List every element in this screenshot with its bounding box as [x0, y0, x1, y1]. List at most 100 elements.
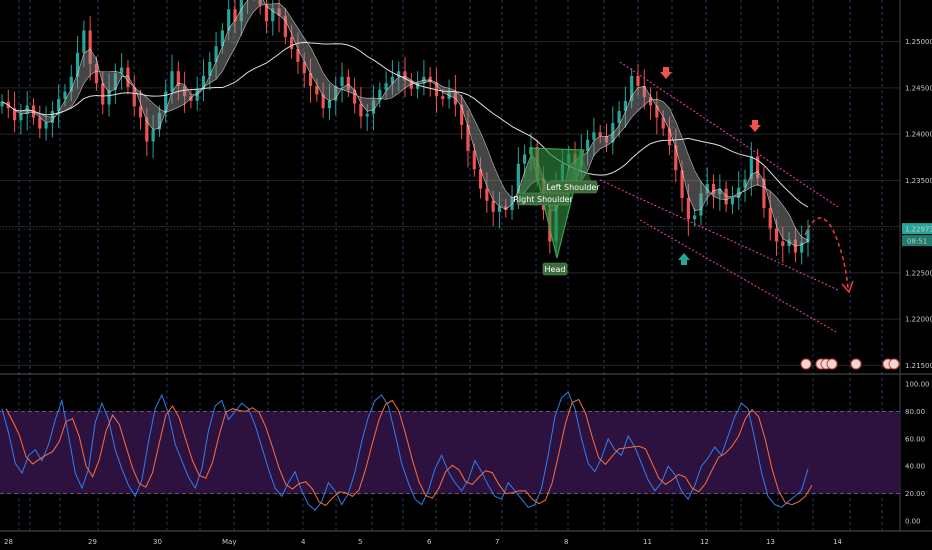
candle-body — [75, 52, 80, 77]
price-tick-label: 1.22000 — [905, 316, 932, 324]
candle-body — [642, 86, 646, 98]
candle-body — [680, 170, 684, 198]
candle-body — [655, 105, 659, 118]
left-shoulder-label: Left Shoulder — [546, 183, 600, 192]
date-label: 4 — [301, 538, 306, 546]
candle-body — [586, 139, 590, 151]
candle-body — [107, 89, 111, 105]
candle-body — [390, 76, 395, 84]
stoch-tick-label: 40.00 — [905, 463, 925, 471]
date-label: 5 — [358, 538, 362, 546]
candle-body — [491, 200, 495, 212]
candle-body — [12, 108, 17, 121]
candle-body — [302, 61, 306, 74]
candle-body — [604, 135, 609, 143]
candle-body — [397, 71, 401, 77]
candle-body — [371, 99, 376, 114]
head-label: Head — [545, 265, 566, 274]
candle-body — [699, 193, 703, 216]
candle-body — [120, 67, 124, 74]
left-shoulder-label-box — [548, 180, 598, 194]
candle-body — [623, 100, 627, 111]
date-label: 6 — [427, 538, 432, 546]
candle-body — [592, 132, 596, 140]
date-label: 12 — [700, 538, 709, 546]
main-plot-area — [0, 0, 900, 370]
candle-body — [82, 30, 86, 53]
candle-body — [0, 101, 4, 107]
candle-body — [233, 9, 237, 22]
economic-event-icon — [800, 358, 812, 370]
candle-body — [768, 208, 772, 229]
head-label-box — [542, 262, 568, 276]
projection-arrow-head — [841, 280, 854, 294]
candle-body — [126, 67, 130, 87]
candle-body — [19, 113, 23, 121]
candle-body — [724, 188, 728, 205]
candle-body — [321, 94, 325, 109]
stoch-tick-label: 80.00 — [905, 408, 925, 416]
candle-body — [264, 4, 269, 22]
candle-body — [415, 83, 420, 89]
right-shoulder-label-box — [516, 192, 570, 206]
left-shoulder-shape — [566, 150, 594, 188]
date-label: 8 — [564, 538, 568, 546]
candle-body — [346, 76, 350, 90]
candle-body — [806, 229, 810, 243]
candle-body — [497, 206, 502, 212]
candle-body — [214, 46, 218, 62]
candle-body — [227, 9, 231, 31]
candle-body — [277, 8, 281, 16]
stoch-tick-label: 100.00 — [905, 381, 930, 389]
candle-body — [516, 163, 520, 198]
candle-body — [164, 91, 168, 113]
price-tick-label: 1.23500 — [905, 177, 932, 185]
candle-body — [63, 91, 67, 99]
candle-body — [334, 86, 338, 101]
stoch-tick-label: 60.00 — [905, 435, 925, 443]
candle-body — [441, 96, 445, 99]
candle-body — [711, 184, 716, 195]
candle-body — [271, 8, 275, 22]
candle-body — [762, 178, 766, 209]
last-price-box — [902, 223, 932, 235]
candle-body — [258, 0, 262, 5]
candle-body — [183, 86, 187, 97]
candle-body — [138, 106, 143, 118]
candle-body — [661, 117, 665, 129]
candle-body — [718, 188, 722, 195]
candle-body — [636, 75, 640, 87]
stoch-tick-label: 20.00 — [905, 490, 925, 498]
candle-body — [434, 82, 439, 97]
candle-body — [485, 188, 489, 201]
candle-body — [208, 61, 212, 76]
candle-body — [384, 83, 388, 90]
stoch-tick-label: 0.00 — [905, 518, 921, 526]
candle-body — [220, 30, 224, 47]
candle-body — [113, 73, 117, 90]
candle-body — [611, 123, 615, 143]
economic-event-icon — [850, 358, 862, 370]
candle-body — [756, 156, 760, 179]
candle-body — [800, 242, 804, 253]
date-label: May — [222, 538, 236, 546]
candle-body — [598, 132, 602, 136]
economic-event-icon — [826, 358, 838, 370]
candle-body — [743, 179, 747, 188]
projection-path — [804, 217, 849, 289]
candle-body — [94, 63, 99, 84]
candle-body — [57, 98, 61, 111]
candle-body — [378, 89, 382, 100]
candle-body — [308, 73, 313, 87]
candle-body — [617, 111, 621, 124]
candle-body — [466, 124, 470, 151]
candle-body — [403, 71, 407, 81]
ma-ribbon — [1, 0, 809, 247]
sell-arrow-icon — [660, 67, 672, 79]
candle-body — [674, 145, 678, 171]
candle-body — [705, 184, 709, 194]
candle-body — [132, 86, 136, 107]
candle-body — [478, 169, 483, 189]
